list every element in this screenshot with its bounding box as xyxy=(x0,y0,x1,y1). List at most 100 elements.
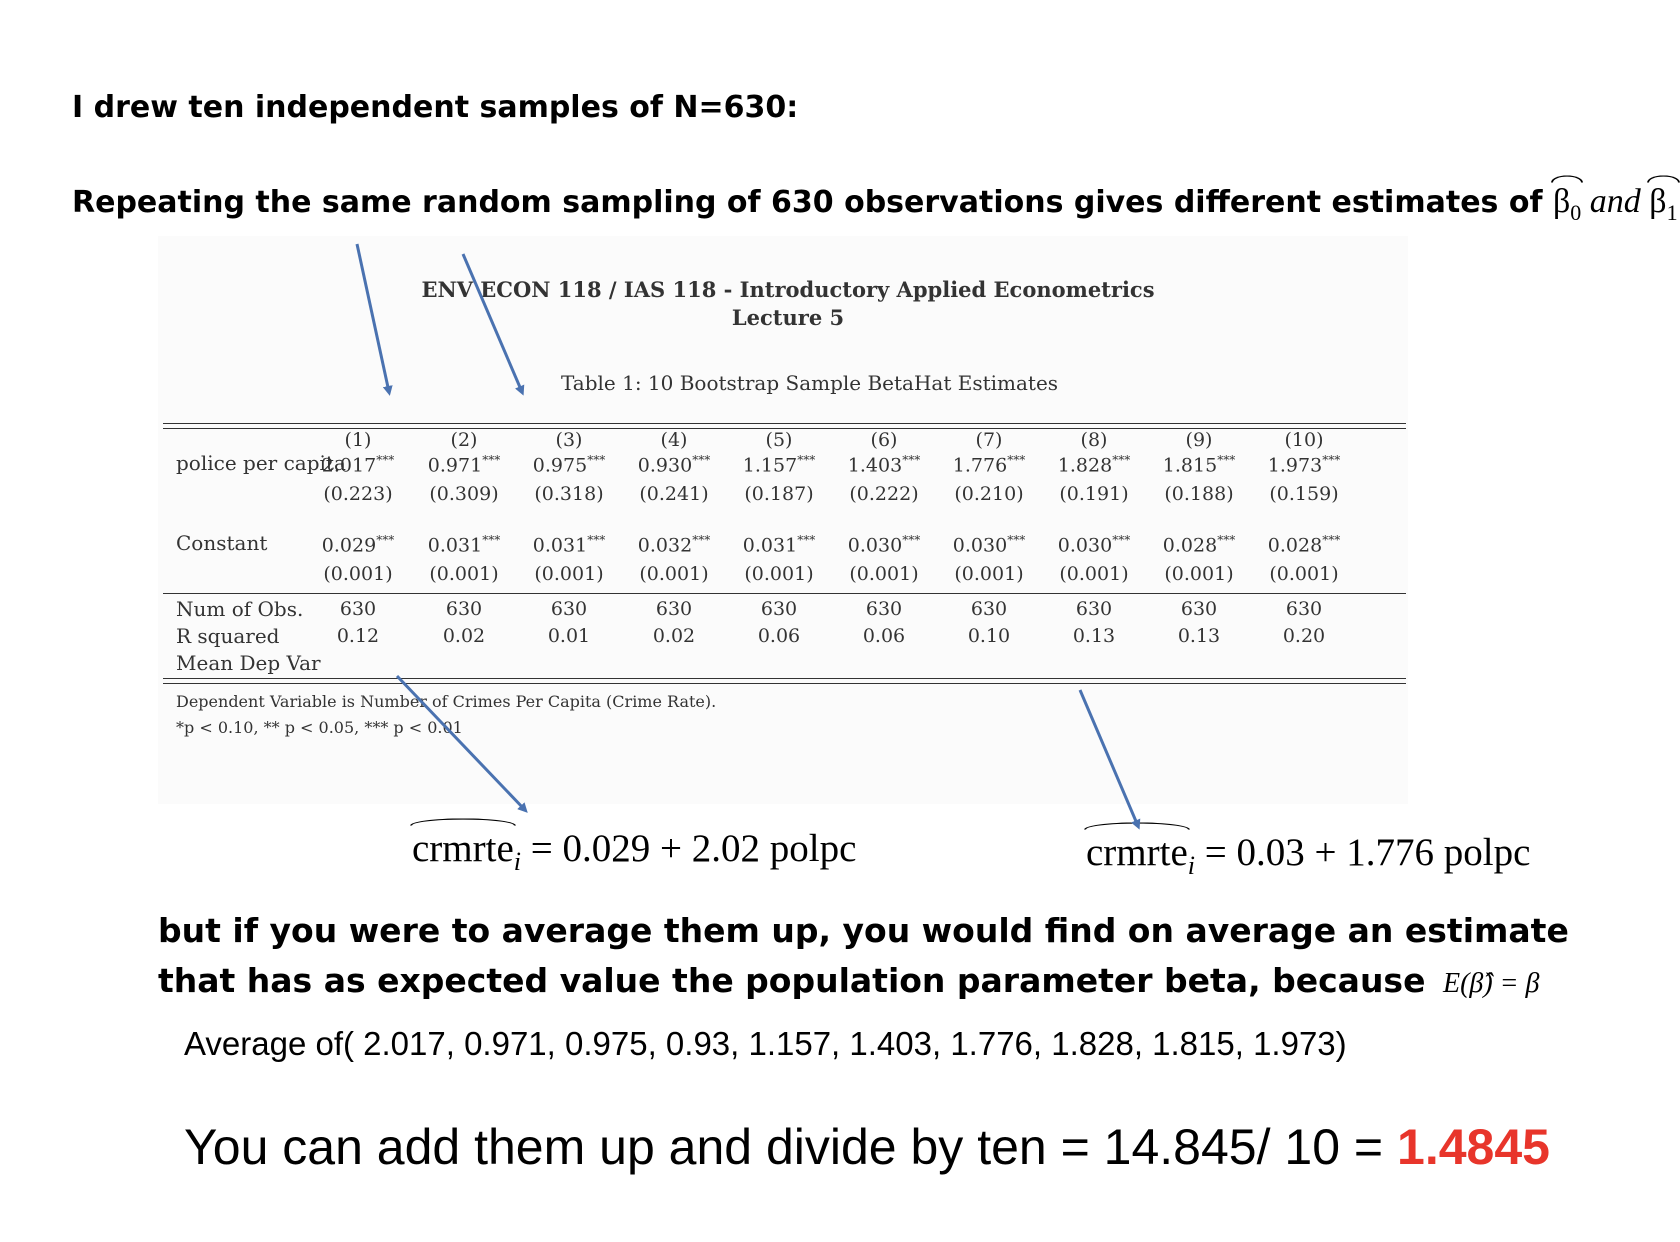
beta1-letter: β xyxy=(1649,183,1667,220)
col-header-2: (2) xyxy=(414,429,514,451)
const-coef-value: 0.031 xyxy=(532,534,588,557)
table-caption: Table 1: 10 Bootstrap Sample BetaHat Est… xyxy=(561,371,1059,395)
nobs-8: 630 xyxy=(1044,598,1144,620)
significance-stars: *** xyxy=(1007,453,1026,467)
significance-stars: *** xyxy=(376,533,395,547)
r-squared-value: 0.06 xyxy=(757,625,801,647)
const-coef-value: 0.028 xyxy=(1162,534,1218,557)
col-header-6: (6) xyxy=(834,429,934,451)
nobs-3: 630 xyxy=(519,598,619,620)
average-line: Average of( 2.017, 0.971, 0.975, 0.93, 1… xyxy=(184,1025,1347,1062)
col-header-8: (8) xyxy=(1044,429,1144,451)
police-coef-value: 0.971 xyxy=(427,454,483,477)
significance-stars: *** xyxy=(1217,533,1236,547)
police-se-value: (0.210) xyxy=(954,483,1024,505)
police-coef-value: 1.973 xyxy=(1267,454,1323,477)
const-coef-4: 0.032*** xyxy=(624,533,724,556)
col-header-5: (5) xyxy=(729,429,829,451)
eq-right-lhs: crmrte xyxy=(1086,831,1188,874)
police-coef-value: 2.017 xyxy=(321,454,377,477)
significance-stars: *** xyxy=(797,453,816,467)
police-coef-1: 2.017*** xyxy=(308,453,408,476)
const-se-value: (0.001) xyxy=(1269,563,1339,585)
col-header-4: (4) xyxy=(624,429,724,451)
const-se-value: (0.001) xyxy=(323,563,393,585)
const-se-4: (0.001) xyxy=(624,563,724,585)
significance-stars: *** xyxy=(1322,533,1341,547)
beta0-sub: 0 xyxy=(1570,199,1582,225)
const-se-value: (0.001) xyxy=(954,563,1024,585)
nobs-6: 630 xyxy=(834,598,934,620)
police-coef-value: 1.828 xyxy=(1057,454,1113,477)
col-header-value: (6) xyxy=(870,429,898,451)
const-coef-value: 0.029 xyxy=(321,534,377,557)
beta0-letter: β xyxy=(1552,183,1571,220)
row-label-police: police per capita xyxy=(176,451,346,475)
police-se-value: (0.309) xyxy=(429,483,499,505)
r-squared-10: 0.20 xyxy=(1254,625,1354,647)
r-squared-value: 0.12 xyxy=(336,625,380,647)
const-coef-value: 0.030 xyxy=(1057,534,1113,557)
const-coef-7: 0.030*** xyxy=(939,533,1039,556)
significance-stars: *** xyxy=(692,533,711,547)
col-header-10: (10) xyxy=(1254,429,1354,451)
beta0-symbol: β0 xyxy=(1553,183,1581,226)
bottom-rule-1 xyxy=(163,678,1406,679)
const-se-value: (0.001) xyxy=(1164,563,1234,585)
police-se-value: (0.318) xyxy=(534,483,604,505)
nobs-4: 630 xyxy=(624,598,724,620)
row-label-mean: Mean Dep Var xyxy=(176,651,321,675)
nobs-10: 630 xyxy=(1254,598,1354,620)
nobs-value: 630 xyxy=(1075,598,1113,620)
police-se-1: (0.223) xyxy=(308,483,408,505)
nobs-value: 630 xyxy=(550,598,588,620)
beta1-sub: 1 xyxy=(1666,199,1678,225)
police-se-value: (0.188) xyxy=(1164,483,1234,505)
beta-hats: β0 and β1 xyxy=(1553,183,1678,225)
const-se-value: (0.001) xyxy=(429,563,499,585)
col-header-1: (1) xyxy=(308,429,408,451)
const-se-value: (0.001) xyxy=(534,563,604,585)
const-coef-5: 0.031*** xyxy=(729,533,829,556)
nobs-value: 630 xyxy=(865,598,903,620)
r-squared-3: 0.01 xyxy=(519,625,619,647)
r-squared-1: 0.12 xyxy=(308,625,408,647)
significance-stars: *** xyxy=(1112,533,1131,547)
police-se-value: (0.223) xyxy=(323,483,393,505)
police-coef-8: 1.828*** xyxy=(1044,453,1144,476)
const-se-10: (0.001) xyxy=(1254,563,1354,585)
beta1-symbol: β1 xyxy=(1649,183,1677,226)
heading-repeating-text: Repeating the same random sampling of 63… xyxy=(72,185,1543,220)
table-note-depvar: Dependent Variable is Number of Crimes P… xyxy=(176,692,717,711)
paper-title-line1: ENV ECON 118 / IAS 118 - Introductory Ap… xyxy=(421,277,1155,302)
police-se-6: (0.222) xyxy=(834,483,934,505)
police-se-value: (0.159) xyxy=(1269,483,1339,505)
police-coef-value: 1.403 xyxy=(847,454,903,477)
police-se-9: (0.188) xyxy=(1149,483,1249,505)
significance-stars: *** xyxy=(587,533,606,547)
const-coef-value: 0.031 xyxy=(742,534,798,557)
top-rule-1 xyxy=(163,423,1406,424)
arrow-to-eq-right xyxy=(1078,689,1141,830)
police-coef-4: 0.930*** xyxy=(624,453,724,476)
police-se-10: (0.159) xyxy=(1254,483,1354,505)
heading-samples: I drew ten independent samples of N=630: xyxy=(72,90,799,125)
eq-left-lhs: crmrte xyxy=(412,827,514,870)
col-header-value: (3) xyxy=(555,429,583,451)
nobs-2: 630 xyxy=(414,598,514,620)
r-squared-value: 0.10 xyxy=(967,625,1011,647)
const-se-7: (0.001) xyxy=(939,563,1039,585)
equation-left: crmrtei = 0.029 + 2.02 polpc xyxy=(412,826,856,877)
police-coef-value: 0.930 xyxy=(637,454,693,477)
const-coef-6: 0.030*** xyxy=(834,533,934,556)
para-line-1: but if you were to average them up, you … xyxy=(158,911,1569,950)
col-header-value: (9) xyxy=(1185,429,1213,451)
const-se-1: (0.001) xyxy=(308,563,408,585)
eq-right-sub: i xyxy=(1187,850,1195,880)
and-word: and xyxy=(1589,183,1641,220)
r-squared-value: 0.02 xyxy=(442,625,486,647)
nobs-value: 630 xyxy=(1180,598,1218,620)
police-se-8: (0.191) xyxy=(1044,483,1144,505)
nobs-value: 630 xyxy=(1285,598,1323,620)
